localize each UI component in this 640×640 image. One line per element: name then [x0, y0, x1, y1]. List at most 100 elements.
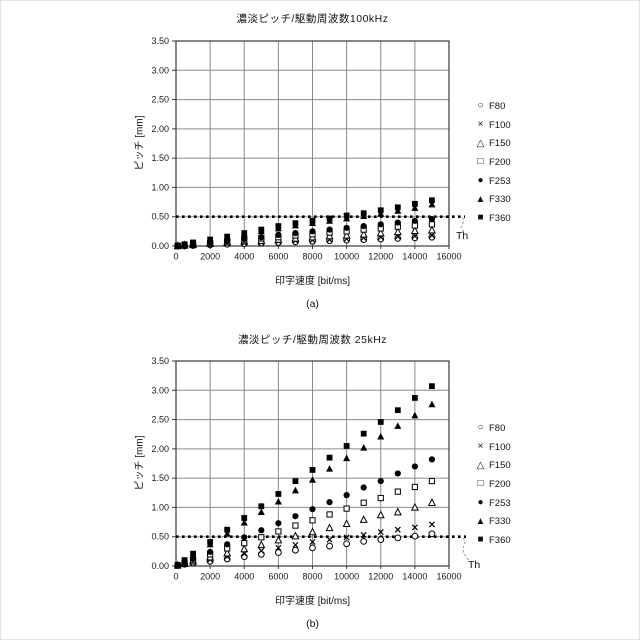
- series-F360-a: [174, 197, 435, 249]
- chart-a-x-axis-label: 印字速度 [bit/ms]: [274, 276, 350, 287]
- x-tick-label: 0: [173, 252, 178, 262]
- data-point: [190, 239, 196, 246]
- axis-tick-labels-b: 0.00 0.50 1.00 1.50 2.00 2.50 3.00 3.50 0 2000 400…: [151, 356, 461, 582]
- data-point: [343, 505, 350, 512]
- square-filled-marker-icon: ■: [477, 534, 484, 546]
- circle-open-marker-icon: ○: [477, 422, 484, 434]
- data-point: [410, 226, 419, 234]
- legend-label: F330: [489, 194, 511, 206]
- circle-filled-marker-icon: ●: [477, 175, 484, 187]
- data-point: [343, 443, 350, 449]
- x-tick-label: 16000: [436, 252, 461, 262]
- data-point: [394, 219, 401, 226]
- data-point: [377, 536, 385, 544]
- data-point: [292, 546, 299, 554]
- data-point: [428, 521, 435, 528]
- square-open-marker-icon: □: [477, 156, 484, 168]
- data-point: [275, 223, 282, 229]
- data-point: [275, 491, 282, 497]
- x-tick-label: 12000: [368, 252, 393, 262]
- data-point: [376, 228, 385, 237]
- data-point: [411, 217, 418, 224]
- data-point: [292, 522, 299, 529]
- data-point: [258, 547, 265, 554]
- legend-label: F100: [489, 441, 511, 453]
- legend-item-f80-b: ○ F80: [474, 419, 511, 438]
- data-point: [241, 540, 248, 547]
- data-point: [274, 549, 282, 556]
- data-point: [207, 236, 214, 243]
- data-point: [360, 222, 367, 230]
- data-point: [174, 561, 181, 568]
- data-point: [343, 454, 351, 462]
- data-point: [377, 477, 384, 485]
- legend-item-f360-a: ■ F360: [474, 209, 511, 228]
- data-point: [394, 207, 402, 214]
- legend-item-f100-b: × F100: [474, 438, 511, 457]
- data-point: [394, 234, 402, 242]
- data-point: [428, 477, 436, 485]
- y-tick-label: 3.50: [151, 356, 169, 366]
- triangle-open-marker-icon: △: [476, 137, 485, 149]
- legend-item-f150-b: △ F150: [474, 456, 511, 475]
- data-point: [326, 226, 333, 233]
- data-point: [292, 513, 299, 520]
- data-point: [343, 540, 351, 548]
- series-F200-b: [174, 477, 436, 569]
- legend-label: F80: [489, 100, 506, 112]
- legend-label: F253: [489, 175, 511, 187]
- data-point: [326, 536, 333, 543]
- data-point: [428, 400, 436, 408]
- chart-a-threshold-label: Th: [456, 230, 469, 242]
- data-point: [360, 430, 367, 437]
- data-point: [274, 535, 283, 544]
- data-point: [326, 454, 333, 461]
- x-tick-label: 8000: [302, 252, 322, 262]
- gridlines-b: [176, 361, 449, 566]
- data-point: [360, 499, 367, 506]
- data-point: [411, 532, 419, 540]
- data-point: [309, 544, 316, 552]
- data-point: [292, 230, 299, 237]
- data-point: [258, 234, 265, 241]
- y-tick-label: 0.00: [151, 241, 169, 251]
- circle-open-marker-icon: ○: [477, 100, 484, 112]
- data-point: [394, 488, 401, 495]
- y-tick-label: 1.50: [151, 473, 169, 483]
- data-point: [309, 538, 316, 546]
- data-point: [377, 210, 385, 217]
- data-point: [207, 548, 214, 556]
- y-tick-label: 3.00: [151, 385, 169, 395]
- chart-b-title: 濃淡ピッチ/駆動周波数 25kHz: [237, 334, 388, 346]
- data-point: [393, 227, 402, 236]
- legend-label: F360: [489, 212, 511, 224]
- data-point: [309, 476, 316, 483]
- data-point: [274, 497, 282, 505]
- legend-label: F100: [489, 119, 511, 131]
- legend-label: F150: [489, 460, 511, 472]
- data-point: [428, 232, 435, 239]
- data-point: [326, 511, 333, 518]
- legend-item-f253-b: ● F253: [474, 494, 510, 513]
- data-point: [240, 544, 249, 553]
- data-point: [377, 221, 384, 228]
- square-filled-marker-icon: ■: [477, 212, 484, 224]
- data-point: [343, 224, 350, 231]
- data-point: [411, 204, 419, 211]
- data-point: [411, 524, 418, 531]
- legend-label: F360: [489, 534, 511, 546]
- legend-label: F150: [489, 138, 511, 150]
- data-point: [326, 215, 333, 222]
- x-tick-label: 8000: [302, 572, 322, 582]
- data-point: [429, 197, 435, 204]
- data-point: [360, 538, 368, 545]
- data-point: [326, 499, 333, 506]
- square-open-marker-icon: □: [477, 478, 484, 490]
- y-tick-label: 1.00: [151, 502, 169, 512]
- data-point: [258, 534, 265, 541]
- data-point: [309, 517, 316, 524]
- series-F150-b: [173, 498, 436, 569]
- chart-b-y-axis-label: ピッチ [mm]: [134, 435, 146, 491]
